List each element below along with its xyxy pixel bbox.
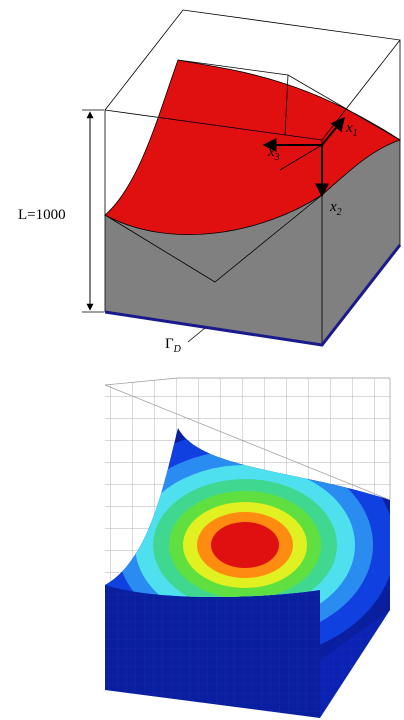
bottom-figure bbox=[95, 378, 400, 720]
boundary-label: ΓD bbox=[165, 336, 182, 355]
length-label: L=1000 bbox=[18, 207, 66, 223]
top-figure: L=1000 x1 x2 x3 ΓD bbox=[18, 10, 400, 355]
figure: L=1000 x1 x2 x3 ΓD bbox=[0, 0, 404, 720]
leader-line bbox=[188, 328, 205, 342]
